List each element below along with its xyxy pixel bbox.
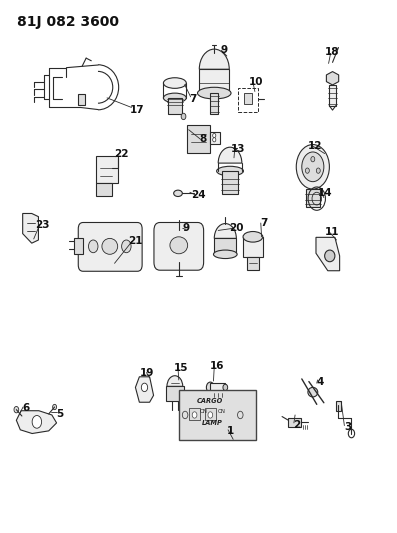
Text: 8: 8 [200,134,207,144]
Bar [205,408,216,420]
Text: 6: 6 [22,403,29,413]
Bar [210,93,218,114]
Text: 14: 14 [317,188,332,198]
Bar [187,125,210,152]
Bar [329,85,337,106]
Circle shape [213,138,216,142]
Text: 11: 11 [325,227,340,237]
Wedge shape [199,49,229,69]
Polygon shape [326,71,339,85]
Circle shape [192,412,197,418]
Text: 17: 17 [130,105,145,115]
FancyBboxPatch shape [154,222,204,270]
Polygon shape [316,237,339,271]
FancyBboxPatch shape [78,94,85,105]
Bar [166,386,183,401]
Text: ON: ON [200,409,208,414]
Ellipse shape [206,382,214,393]
Bar [96,156,118,183]
Bar [210,132,220,144]
Bar [244,93,252,104]
Text: LAMP: LAMP [202,421,223,426]
Circle shape [14,407,19,413]
Text: 12: 12 [308,141,322,151]
Text: 15: 15 [173,364,188,373]
Circle shape [181,114,186,119]
Ellipse shape [243,231,263,242]
Wedge shape [167,376,183,386]
FancyBboxPatch shape [78,222,142,271]
Bar [247,257,259,270]
Ellipse shape [170,237,188,254]
Text: 24: 24 [191,190,206,200]
Bar [189,408,200,420]
Text: 1: 1 [227,426,235,436]
Text: 4: 4 [316,377,324,387]
Bar [222,171,238,194]
Circle shape [302,152,324,182]
Text: 2: 2 [293,419,300,430]
Bar [214,238,236,254]
Bar [168,98,182,114]
Text: 22: 22 [114,149,129,159]
Ellipse shape [164,93,186,103]
Text: 5: 5 [56,409,64,419]
Ellipse shape [217,166,243,176]
Ellipse shape [223,384,227,391]
Bar [306,189,320,207]
Bar [96,183,112,196]
Circle shape [89,240,98,253]
Text: 21: 21 [128,236,143,246]
Text: 9: 9 [182,223,189,233]
Ellipse shape [308,387,318,397]
Bar [210,383,225,392]
Polygon shape [135,377,154,402]
Text: 3: 3 [344,422,351,432]
Bar [243,237,263,257]
Text: 18: 18 [325,47,340,56]
Circle shape [121,240,131,253]
Text: 81J 082 3600: 81J 082 3600 [17,14,119,29]
Wedge shape [218,147,242,163]
Ellipse shape [164,78,186,88]
Circle shape [213,133,216,138]
Text: 7: 7 [260,218,267,228]
Circle shape [141,383,148,392]
Circle shape [311,157,315,162]
Bar [179,390,256,440]
Polygon shape [23,214,39,243]
Text: 13: 13 [231,144,245,154]
Bar [238,88,258,112]
Bar [73,238,83,254]
Bar [288,418,301,427]
Circle shape [305,168,309,173]
Ellipse shape [102,238,118,254]
Circle shape [32,416,42,428]
Ellipse shape [198,87,231,99]
Ellipse shape [173,190,182,197]
Polygon shape [16,411,57,433]
Text: CARGO: CARGO [197,398,223,404]
Circle shape [208,412,213,418]
Text: 16: 16 [210,361,225,371]
Text: 20: 20 [229,223,243,233]
Ellipse shape [325,250,335,262]
Text: 9: 9 [221,45,228,55]
Text: 10: 10 [249,77,263,87]
Text: ON: ON [218,409,226,414]
Text: 7: 7 [189,94,196,104]
FancyBboxPatch shape [199,69,229,93]
Text: 23: 23 [36,220,50,230]
Text: 19: 19 [140,368,154,377]
Circle shape [296,144,330,189]
Bar [336,401,341,411]
Wedge shape [214,223,236,238]
Circle shape [316,168,320,173]
Circle shape [53,405,57,410]
Ellipse shape [214,250,237,259]
